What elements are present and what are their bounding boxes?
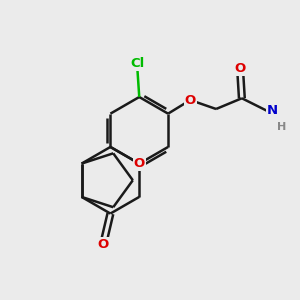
Text: O: O — [134, 157, 145, 170]
Text: O: O — [185, 94, 196, 106]
Text: H: H — [277, 122, 286, 132]
Text: O: O — [235, 62, 246, 75]
Text: N: N — [267, 104, 278, 117]
Text: Cl: Cl — [130, 57, 145, 70]
Text: O: O — [98, 238, 109, 250]
